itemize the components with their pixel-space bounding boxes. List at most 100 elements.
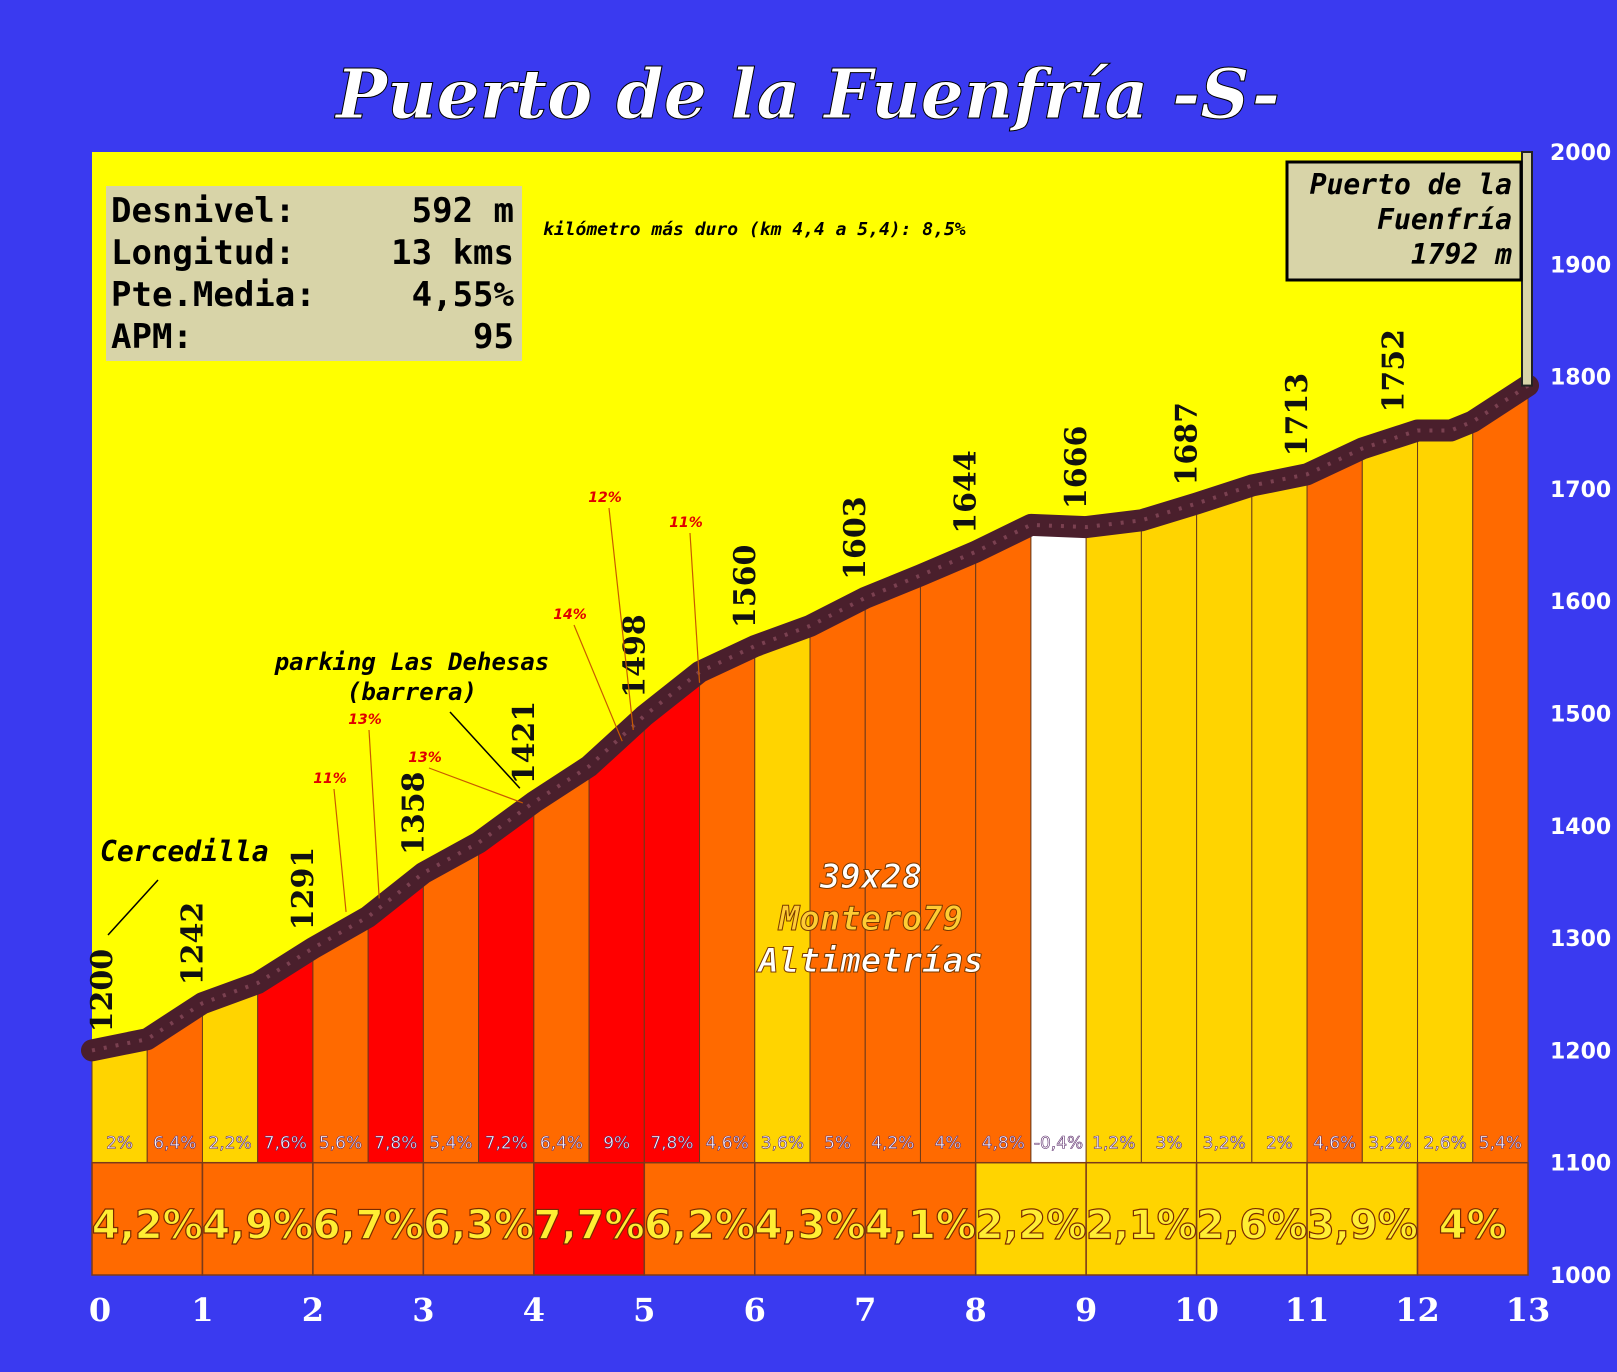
grade-segment [422,841,480,1164]
km-grade-label: 4,2% [92,1202,203,1248]
stat-label: APM: [111,317,193,357]
segment-grade-label: 4,2% [871,1134,914,1154]
grade-segment [478,801,535,1164]
km-grade-cell [864,1161,977,1276]
ramp-leader-line [608,507,634,731]
grade-segment [588,714,645,1164]
segment-grade-label: 6,4% [153,1134,196,1154]
segment-grade-label: 2% [106,1134,133,1154]
y-tick-label: 1400 [1550,815,1611,840]
watermark-line2: Montero79 [778,899,963,939]
stats-box-bg [106,186,522,361]
segment-grade-label: 3% [1156,1134,1183,1154]
segment-grade-label: 4,6% [706,1134,749,1154]
stats-box: Desnivel: 592 m Longitud: 13 kms Pte.Media: 4… [106,186,522,361]
x-tick-label: 5 [633,1291,655,1329]
ramp-annotation: 11% [669,515,703,531]
stat-label: Longitud: [111,233,295,273]
km-grade-label: 4,1% [865,1202,976,1248]
km-grade-label: 6,7% [313,1202,424,1248]
segment-grade-label: 7,8% [374,1134,417,1154]
km-grade-label: 2,2% [975,1202,1086,1248]
altitude-label: 1358 [396,771,431,855]
ramp-leader-line [689,532,701,683]
altitude-label: 1687 [1170,402,1205,486]
y-tick-label: 1200 [1550,1039,1611,1064]
grade-segment [1196,484,1253,1164]
altitude-label: 1752 [1377,329,1412,413]
km-grade-cell [754,1161,866,1276]
summit-altitude: 1792 m [1411,238,1512,271]
segment-grade-label: 3,2% [1368,1134,1411,1154]
stat-value: 592 m [412,191,514,231]
grade-segment [1140,502,1198,1164]
grade-segment [1306,447,1363,1164]
km-grade-label: 6,2% [644,1202,755,1248]
km-grade-label: 7,7% [534,1202,645,1248]
grade-segment [1251,473,1308,1164]
km-grade-cell [1195,1161,1308,1276]
km-grade-cell [533,1161,646,1276]
altitude-label: 1498 [617,614,652,698]
stat-label: Pte.Media: [111,275,316,315]
grade-segment [533,765,590,1164]
km-grade-cell [1306,1161,1419,1276]
km-grade-cell [974,1161,1087,1276]
segment-grade-label: 6,4% [540,1134,583,1154]
km-grade-cell [1085,1161,1198,1276]
grade-segment [1030,524,1087,1164]
y-tick-label: 1300 [1550,927,1611,952]
x-tick-label: 9 [1075,1291,1097,1329]
y-tick-label: 1800 [1550,366,1611,391]
km-grade-label: 2,1% [1086,1202,1197,1248]
grade-segment [643,670,701,1164]
parking-label-line2: (barrera) [347,678,477,706]
segment-grade-label: 3,6% [761,1134,804,1154]
chart-title: Puerto de la Fuenfría -S- [334,55,1280,135]
start-town-label: Cercedilla [100,835,269,868]
ramp-annotation: 13% [408,750,442,766]
segment-grade-label: -0,4% [1034,1134,1083,1154]
altitude-label: 1560 [728,545,763,629]
altitude-label: 1242 [175,902,210,986]
ramp-leader-line [333,788,347,912]
segment-grade-label: 5,4% [429,1134,472,1154]
altitude-label: 1603 [838,496,873,580]
x-tick-label: 8 [965,1291,987,1329]
x-tick-label: 7 [854,1291,876,1329]
y-tick-label: 1100 [1550,1152,1611,1177]
km-grade-label: 6,3% [423,1202,534,1248]
x-tick-label: 3 [412,1291,434,1329]
segment-grade-label: 7,2% [485,1134,528,1154]
altitude-label: 1200 [85,949,120,1033]
km-grade-label: 3,9% [1307,1202,1418,1248]
ramp-annotation: 13% [348,712,382,728]
grade-segment [699,645,756,1164]
x-tick-label: 13 [1506,1291,1551,1329]
x-tick-label: 4 [523,1291,545,1329]
grade-segment [754,625,811,1164]
altitude-label: 1644 [949,450,984,534]
grade-segment [975,524,1032,1164]
y-tick-label: 1900 [1550,253,1611,278]
ramp-leader-line [368,729,380,899]
segment-grade-label: 7,8% [650,1134,693,1154]
segment-grade-label: 1,2% [1092,1134,1135,1154]
grade-segment [1085,519,1142,1164]
ramp-annotation: 14% [553,607,587,623]
summit-name-line2: Fuenfría [1377,203,1512,236]
hardest-km-note: kilómetro más duro (km 4,4 a 5,4): 8,5% [543,219,966,240]
stat-value: 95 [473,317,514,357]
segment-grade-label: 5,6% [319,1134,362,1154]
km-grade-cell [91,1161,204,1276]
x-tick-label: 0 [89,1291,111,1329]
start-leader-line [107,879,159,936]
segment-grade-label: 9% [603,1134,630,1154]
altitude-label: 1666 [1059,426,1094,510]
x-tick-label: 2 [302,1291,324,1329]
watermark-line1: 39x28 [819,857,922,897]
y-tick-label: 1000 [1550,1264,1611,1289]
y-tick-label: 1700 [1550,478,1611,503]
grade-segment [919,551,977,1164]
watermark-line3: Altimetrías [756,941,983,981]
